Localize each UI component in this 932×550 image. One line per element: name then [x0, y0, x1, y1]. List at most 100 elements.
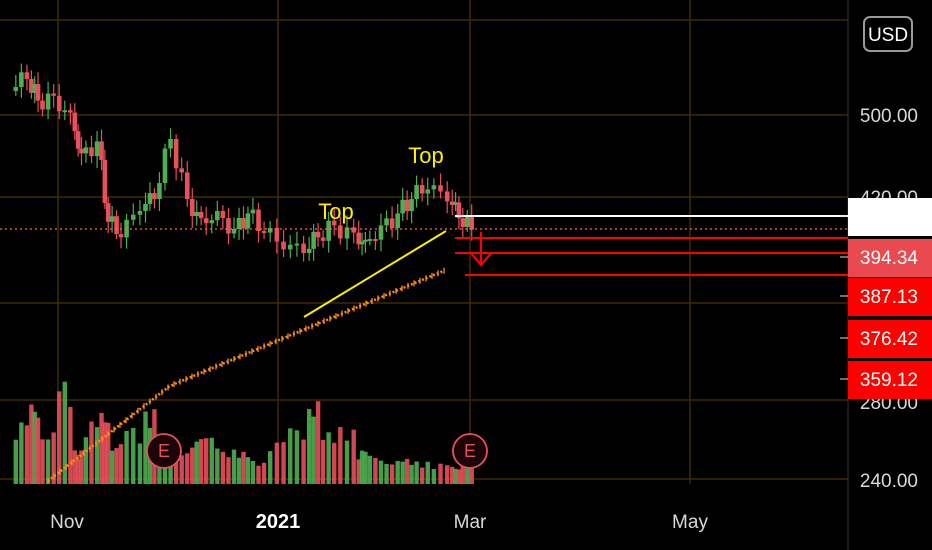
volume-bar	[465, 463, 470, 484]
volume-bar	[13, 439, 19, 484]
candle-body	[389, 218, 395, 229]
y-tick-label: 240.00	[860, 471, 918, 492]
volume-bar	[425, 461, 430, 484]
volume-bar	[106, 422, 111, 484]
volume-bar	[414, 461, 419, 484]
volume-bar	[45, 439, 51, 484]
volume-bar	[315, 401, 321, 484]
volume-bar	[94, 427, 100, 484]
volume-bar	[190, 447, 195, 484]
candle-body	[409, 199, 414, 212]
candle-body	[287, 244, 293, 250]
candle-body	[194, 211, 200, 217]
candle-body	[75, 131, 81, 149]
support-trendline	[303, 230, 447, 318]
candle-body	[24, 72, 30, 79]
volume-bar	[231, 449, 237, 484]
chart-overlays: Top Top E E	[0, 143, 848, 484]
candle-body	[281, 241, 286, 250]
candle-body	[425, 189, 431, 194]
volume-bars	[13, 381, 474, 484]
price-tag	[848, 278, 932, 316]
candle-body	[220, 211, 226, 219]
time-axis[interactable]: Nov 2021 Mar May	[50, 511, 708, 533]
earnings-marker-label: E	[158, 441, 170, 461]
candle-body	[215, 211, 220, 221]
candle-body	[79, 148, 84, 154]
candle-body	[162, 148, 168, 184]
volume-bar	[241, 451, 246, 484]
volume-bar	[40, 439, 45, 484]
candle-body	[344, 227, 350, 239]
candle-body	[359, 241, 365, 245]
candle-body	[94, 141, 100, 157]
candle-body	[444, 191, 450, 202]
candle-body	[173, 139, 179, 169]
volume-bar	[245, 457, 251, 484]
candle-body	[311, 231, 316, 249]
volume-bar	[384, 463, 389, 484]
candle-body	[400, 199, 405, 214]
candle-body	[102, 160, 108, 204]
volume-bar	[51, 432, 56, 484]
volume-bar	[250, 461, 256, 484]
price-tag	[848, 361, 932, 399]
price-tag-label: 359.12	[860, 370, 918, 391]
volume-bar	[68, 406, 73, 484]
volume-bar	[389, 464, 395, 484]
volume-bar	[157, 461, 162, 484]
candle-body	[301, 243, 306, 253]
volume-bar	[24, 425, 30, 484]
candle-body	[32, 84, 38, 93]
volume-bar	[356, 459, 361, 484]
down-arrow-head	[469, 251, 493, 267]
volume-bar	[226, 457, 231, 484]
candle-body	[226, 218, 231, 234]
candle-body	[157, 183, 162, 199]
volume-bar	[419, 467, 425, 484]
volume-bar	[19, 422, 24, 484]
volume-bar	[438, 463, 443, 484]
candle-body	[114, 216, 119, 235]
top-annotation: Top	[318, 199, 353, 224]
candle-body	[105, 203, 111, 222]
volume-bar	[351, 429, 356, 484]
volume-bar	[236, 457, 242, 484]
volume-bar	[404, 458, 410, 484]
candle-body	[109, 216, 115, 222]
volume-bar	[32, 411, 37, 484]
candle-body	[118, 234, 124, 238]
candle-body	[189, 199, 195, 217]
volume-bar	[57, 391, 62, 484]
volume-bar	[72, 450, 78, 484]
volume-bar	[294, 430, 300, 484]
x-tick-label: Nov	[50, 512, 84, 533]
candle-body	[363, 239, 368, 242]
volume-bar	[256, 465, 261, 484]
candle-body	[256, 209, 261, 232]
price-tags: 404.44 394.34 387.13 376.42 359.12	[840, 198, 932, 399]
volume-bar	[359, 450, 365, 484]
volume-bar	[168, 459, 173, 484]
volume-bar	[450, 466, 455, 484]
volume-bar	[173, 449, 179, 484]
volume-bar	[281, 442, 286, 484]
candle-body	[45, 93, 51, 110]
top-annotation: Top	[408, 143, 443, 168]
volume-bar	[363, 451, 368, 484]
candle-body	[236, 217, 242, 229]
candle-body	[143, 203, 148, 211]
candle-body	[35, 84, 41, 101]
volume-bar	[338, 427, 343, 484]
candle-body	[168, 139, 173, 149]
candlestick-series	[13, 63, 475, 262]
currency-button[interactable]: USD	[863, 16, 913, 52]
candle-body	[384, 218, 389, 226]
candle-body	[438, 185, 443, 192]
candle-body	[241, 217, 246, 229]
volume-bar	[209, 437, 214, 484]
candle-body	[267, 227, 273, 233]
volume-bar	[89, 421, 94, 484]
volume-bar	[99, 412, 104, 484]
